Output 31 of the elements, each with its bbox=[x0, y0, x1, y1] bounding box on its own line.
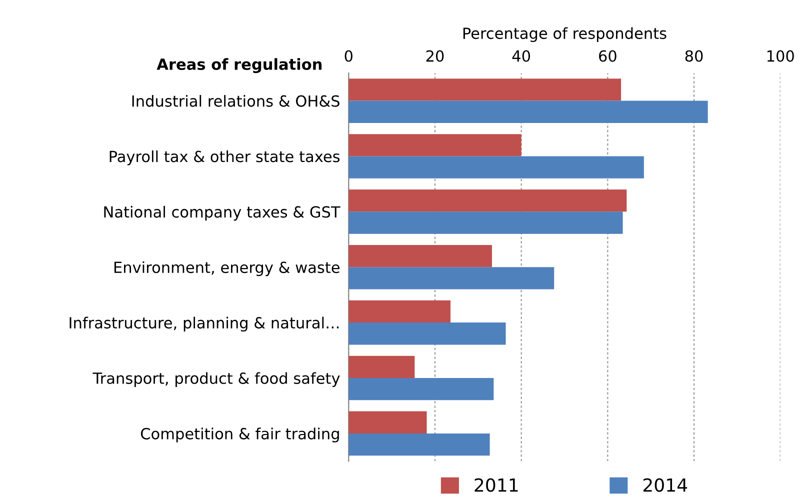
bar bbox=[348, 156, 644, 178]
x-tick-label: 80 bbox=[685, 50, 703, 62]
y-tick-label: Industrial relations & OH&S bbox=[132, 94, 340, 107]
y-tick-label: National company taxes & GST bbox=[104, 206, 340, 221]
x-tick-label: 0 bbox=[344, 50, 352, 62]
bar bbox=[348, 378, 494, 400]
y-tick-label: Competition & fair trading bbox=[140, 428, 339, 442]
bar bbox=[348, 322, 506, 345]
bar bbox=[348, 300, 451, 323]
x-tick-label: 20 bbox=[426, 50, 444, 62]
bar bbox=[348, 78, 622, 101]
legend-label: 2011 bbox=[474, 478, 518, 492]
y-tick-label: Payroll tax & other state taxes bbox=[110, 150, 340, 166]
bar bbox=[348, 134, 522, 156]
bar bbox=[348, 100, 708, 123]
bar bbox=[348, 433, 490, 456]
legend-label: 2014 bbox=[643, 478, 688, 492]
bar bbox=[348, 244, 492, 268]
x-axis-title: Percentage of respondents bbox=[463, 27, 666, 42]
x-tick-label: 60 bbox=[599, 50, 616, 62]
y-tick-label: Transport, product & food safety bbox=[92, 372, 340, 387]
y-tick-label: Environment, energy & waste bbox=[114, 261, 340, 276]
bar bbox=[348, 356, 415, 378]
y-axis-title: Areas of regulation bbox=[156, 58, 322, 74]
bar bbox=[348, 190, 627, 212]
y-tick-label: Infrastructure, planning & natural… bbox=[70, 316, 339, 332]
x-tick-label: 100 bbox=[767, 50, 794, 62]
bar bbox=[348, 411, 427, 434]
x-tick-label: 40 bbox=[512, 50, 530, 62]
bar bbox=[348, 212, 623, 234]
bar bbox=[348, 267, 554, 290]
